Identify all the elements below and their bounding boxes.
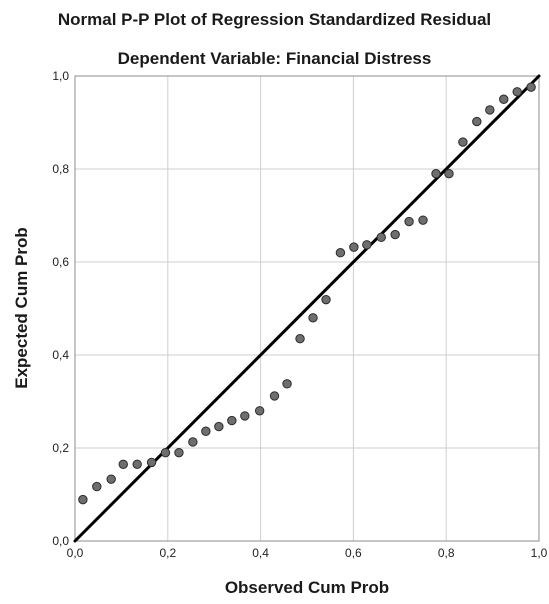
y-tick-labels: 0,0 0,2 0,4 0,6 0,8 1,0 [52, 69, 69, 548]
reference-line [73, 74, 541, 543]
chart-subtitle: Dependent Variable: Financial Distress [117, 49, 432, 68]
data-point [376, 232, 386, 243]
data-point [269, 391, 280, 401]
data-point [349, 242, 359, 252]
data-point [458, 137, 468, 147]
x-tick-label: 0,2 [159, 546, 176, 560]
data-point [335, 248, 346, 258]
y-tick-label: 0,6 [52, 255, 69, 269]
data-point [485, 105, 495, 115]
data-point [254, 406, 265, 416]
data-point [444, 168, 454, 179]
plot-frame [74, 75, 540, 542]
x-tick-label: 0,6 [345, 546, 362, 560]
y-tick-label: 0,4 [52, 348, 69, 362]
y-tick-label: 0,0 [52, 534, 69, 548]
y-tick-label: 1,0 [52, 69, 69, 83]
data-point [499, 94, 509, 104]
data-points [78, 82, 536, 505]
data-point [214, 421, 224, 432]
data-point [78, 494, 88, 505]
data-point [308, 313, 318, 323]
data-point [472, 116, 482, 127]
data-point [132, 459, 142, 469]
y-tick-label: 0,8 [52, 162, 69, 176]
x-tick-label: 0,8 [438, 546, 455, 560]
reference-line-group [73, 74, 541, 543]
data-point [390, 229, 400, 240]
x-axis-label: Observed Cum Prob [224, 578, 390, 597]
x-tick-label: 0,0 [67, 546, 84, 560]
data-point [362, 240, 372, 250]
data-point [188, 437, 198, 447]
data-point [526, 82, 536, 92]
y-tick-label: 0,2 [52, 441, 69, 455]
data-point [118, 459, 128, 469]
x-tick-labels: 0,0 0,2 0,4 0,6 0,8 1,0 [67, 546, 548, 560]
data-point [227, 415, 237, 426]
data-point [106, 474, 116, 484]
data-point [282, 379, 292, 389]
data-point [512, 87, 522, 97]
data-point [92, 481, 102, 492]
data-point [418, 215, 428, 225]
data-point [431, 168, 441, 179]
chart-title: Normal P-P Plot of Regression Standardiz… [57, 10, 492, 29]
data-point [160, 447, 171, 458]
data-point [404, 216, 414, 227]
data-point [201, 426, 211, 436]
data-point [295, 334, 305, 344]
data-point [321, 294, 331, 305]
x-tick-label: 0,4 [252, 546, 269, 560]
data-point [174, 447, 184, 458]
x-tick-label: 1,0 [531, 546, 548, 560]
data-point [146, 457, 157, 468]
y-axis-label: Expected Cum Prob [12, 227, 31, 389]
data-point [240, 411, 250, 421]
